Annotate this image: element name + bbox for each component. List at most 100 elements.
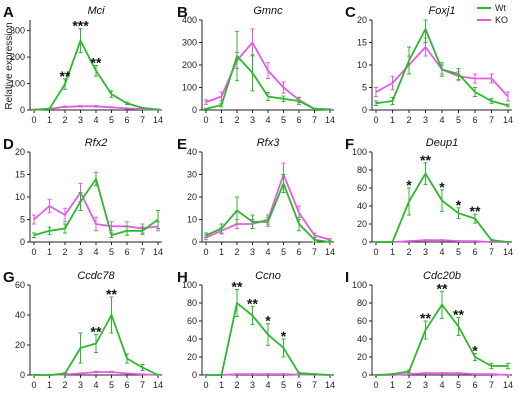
series-line xyxy=(205,173,331,241)
y-tick-label: 20 xyxy=(15,340,25,350)
panel-letter: D xyxy=(3,136,14,153)
significance-marker: * xyxy=(472,342,478,358)
y-tick-label: 15 xyxy=(357,38,367,48)
x-tick-label: 5 xyxy=(456,380,461,390)
x-tick-label: 2 xyxy=(62,380,67,390)
series-wt xyxy=(32,296,160,376)
x-tick-label: 4 xyxy=(439,115,444,125)
significance-marker: * xyxy=(281,328,287,344)
y-tick-label: 200 xyxy=(10,52,25,62)
y-tick-label: 80 xyxy=(357,165,367,175)
significance-marker: *** xyxy=(72,18,89,34)
y-tick-label: 0 xyxy=(192,237,197,247)
x-tick-label: 1 xyxy=(47,247,52,257)
y-tick-label: 0 xyxy=(192,370,197,380)
chart-panel-c: C Foxj1 0 5 10 15 20 0 1 2 3 4 5 6 7 14 xyxy=(345,4,513,125)
x-tick-label: 3 xyxy=(423,115,428,125)
x-tick-label: 0 xyxy=(31,380,36,390)
y-tick-label: 10 xyxy=(357,60,367,70)
chart-title: Rfx2 xyxy=(85,137,108,149)
x-tick-label: 3 xyxy=(78,247,83,257)
x-tick-label: 2 xyxy=(234,115,239,125)
y-tick-label: 100 xyxy=(10,79,25,89)
x-tick-label: 3 xyxy=(250,380,255,390)
x-tick-label: 3 xyxy=(250,247,255,257)
x-tick-label: 0 xyxy=(203,115,208,125)
x-tick-label: 1 xyxy=(390,115,395,125)
x-tick-label: 14 xyxy=(153,380,163,390)
x-tick-label: 2 xyxy=(234,247,239,257)
x-tick-label: 6 xyxy=(124,115,129,125)
legend: Wt KO xyxy=(477,3,508,25)
y-tick-label: 20 xyxy=(187,352,197,362)
x-tick-label: 6 xyxy=(472,115,477,125)
series-wt xyxy=(374,162,510,243)
x-tick-label: 4 xyxy=(265,247,270,257)
legend-label-wt: Wt xyxy=(495,3,506,13)
chart-panel-e: E Rfx3 0 10 20 30 40 0 1 2 3 4 5 6 7 14 xyxy=(177,136,335,257)
x-tick-label: 14 xyxy=(325,247,335,257)
x-tick-label: 4 xyxy=(439,380,444,390)
series-wt xyxy=(204,30,332,111)
chart-panel-g: G Ccdc78 0 20 40 60 0 1 2 3 4 5 6 7 14 ** ** xyxy=(3,269,163,390)
x-tick-label: 1 xyxy=(390,247,395,257)
x-tick-label: 5 xyxy=(109,115,114,125)
y-tick-label: 40 xyxy=(187,147,197,157)
x-tick-label: 7 xyxy=(312,247,317,257)
y-tick-label: 100 xyxy=(182,280,197,290)
significance-marker: ** xyxy=(420,310,431,326)
y-tick-label: 0 xyxy=(192,105,197,115)
y-tick-label: 5 xyxy=(362,83,367,93)
y-tick-label: 0 xyxy=(20,237,25,247)
series-line xyxy=(205,182,331,243)
y-tick-label: 0 xyxy=(20,105,25,115)
chart-title: Mci xyxy=(87,5,105,17)
y-tick-label: 30 xyxy=(187,170,197,180)
panel-letter: E xyxy=(177,136,187,153)
chart-title: Cdc20b xyxy=(423,270,461,282)
x-tick-label: 0 xyxy=(373,115,378,125)
y-tick-label: 200 xyxy=(182,60,197,70)
x-tick-label: 5 xyxy=(281,115,286,125)
series-wt xyxy=(204,289,332,376)
x-tick-label: 2 xyxy=(406,380,411,390)
x-tick-label: 7 xyxy=(489,380,494,390)
x-tick-label: 7 xyxy=(140,247,145,257)
x-tick-label: 1 xyxy=(219,380,224,390)
x-tick-label: 7 xyxy=(312,115,317,125)
y-tick-label: 5 xyxy=(20,215,25,225)
x-tick-label: 5 xyxy=(456,115,461,125)
significance-marker: * xyxy=(439,179,445,195)
series-wt xyxy=(374,19,510,108)
x-tick-label: 5 xyxy=(109,380,114,390)
x-tick-label: 4 xyxy=(439,247,444,257)
x-tick-label: 2 xyxy=(234,380,239,390)
series-wt xyxy=(32,171,160,238)
x-tick-label: 4 xyxy=(265,115,270,125)
y-tick-label: 60 xyxy=(357,183,367,193)
x-tick-label: 7 xyxy=(140,380,145,390)
series-ko xyxy=(32,183,160,234)
x-tick-label: 1 xyxy=(47,115,52,125)
x-tick-label: 3 xyxy=(78,380,83,390)
x-tick-label: 0 xyxy=(203,380,208,390)
x-tick-label: 14 xyxy=(153,247,163,257)
x-tick-label: 14 xyxy=(503,380,513,390)
significance-marker: ** xyxy=(437,280,448,296)
y-axis-label: Relative expression xyxy=(4,22,15,109)
y-tick-label: 20 xyxy=(357,219,367,229)
y-tick-label: 80 xyxy=(357,298,367,308)
x-tick-label: 7 xyxy=(312,380,317,390)
series-wt xyxy=(204,174,332,243)
x-tick-label: 14 xyxy=(325,115,335,125)
panel-letter: I xyxy=(345,269,349,286)
y-tick-label: 0 xyxy=(362,370,367,380)
chart-title: Ccno xyxy=(255,270,281,282)
y-tick-label: 40 xyxy=(357,334,367,344)
y-tick-label: 100 xyxy=(352,280,367,290)
series-wt xyxy=(32,28,160,111)
x-tick-label: 6 xyxy=(124,247,129,257)
significance-marker: ** xyxy=(247,296,258,312)
